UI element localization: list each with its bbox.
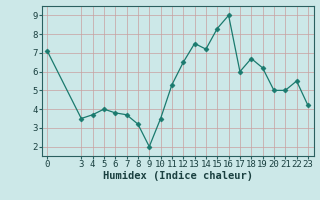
X-axis label: Humidex (Indice chaleur): Humidex (Indice chaleur) [103,171,252,181]
